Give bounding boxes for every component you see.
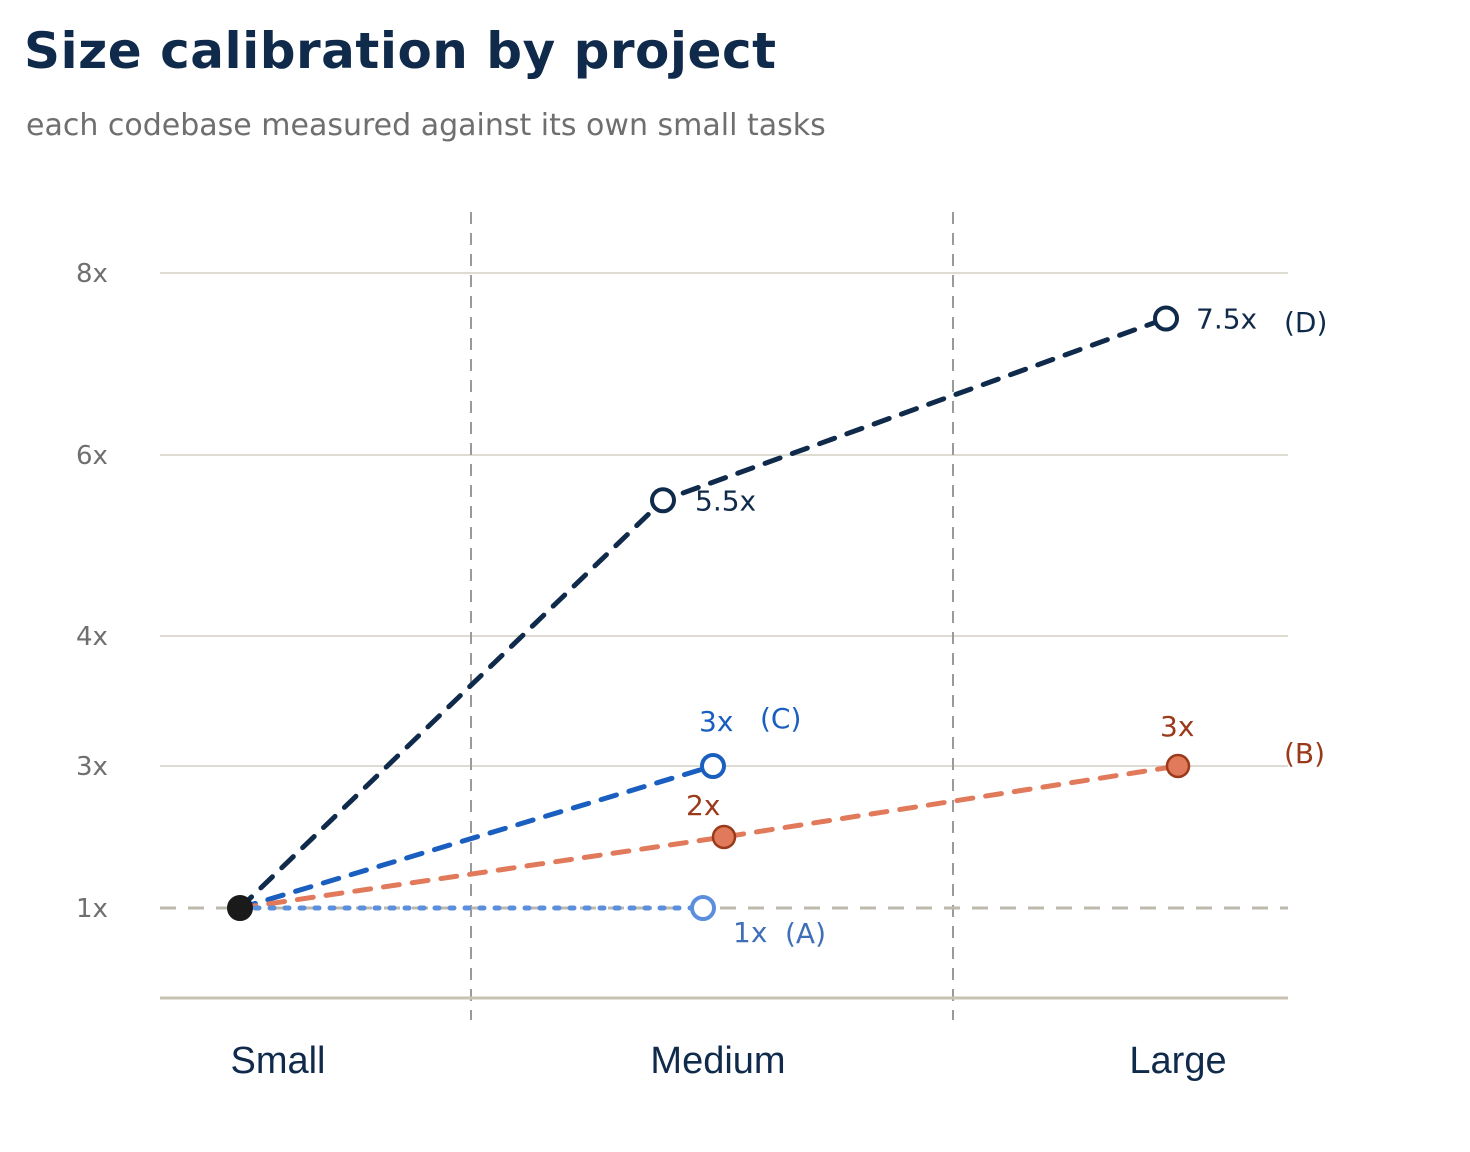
y-tick-label: 4x (76, 622, 108, 652)
series-line-C (237, 763, 716, 911)
series-name-label-A: (A) (785, 917, 826, 950)
data-point-C (700, 753, 726, 779)
series-name-label-B: (B) (1284, 737, 1325, 770)
x-tick-label: Medium (650, 1040, 785, 1082)
data-label-A: 1x (733, 916, 767, 949)
chart-subtitle: each codebase measured against its own s… (26, 108, 826, 143)
data-point-B (1165, 753, 1191, 779)
data-label-B: 3x (1160, 710, 1194, 743)
origin-point (227, 895, 253, 921)
data-label-D: 5.5x (695, 484, 756, 517)
data-point-D (650, 487, 676, 514)
y-tick-label: 3x (76, 752, 108, 782)
data-point-D (1153, 305, 1179, 332)
data-label-B: 2x (686, 789, 720, 822)
data-point-B (711, 824, 737, 850)
x-tick-label: Large (1129, 1040, 1226, 1082)
series-name-label-D: (D) (1284, 306, 1327, 339)
point-layer (227, 305, 1191, 921)
y-tick-label: 6x (76, 441, 108, 471)
axis-layer: 1x 3x 4x 6x 8x Small Medium Large (76, 259, 1288, 1082)
series-name-label-C: (C) (760, 702, 801, 735)
chart-title: Size calibration by project (24, 22, 777, 80)
y-tick-label: 1x (76, 894, 108, 924)
label-layer: 5.5x 7.5x (D) 3x (C) 2x 3x (B) 1x (A) (686, 303, 1327, 951)
y-tick-label: 8x (76, 259, 108, 289)
data-label-C: 3x (699, 705, 733, 738)
data-point-A (690, 895, 716, 921)
x-tick-label: Small (230, 1040, 325, 1082)
series-line-B (237, 763, 1181, 911)
data-label-D: 7.5x (1196, 303, 1257, 336)
